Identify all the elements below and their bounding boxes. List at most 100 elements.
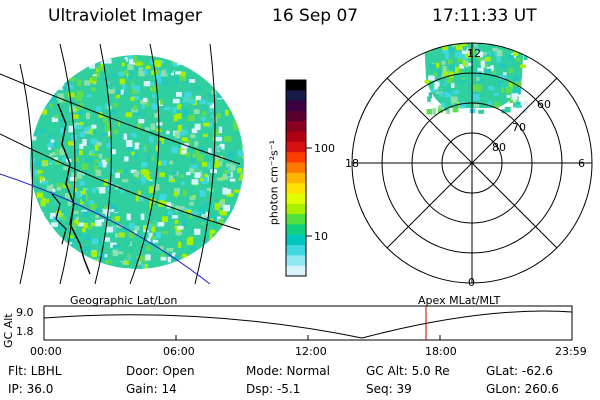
image-pixel bbox=[125, 240, 131, 246]
image-pixel bbox=[75, 95, 82, 102]
image-pixel bbox=[151, 203, 158, 210]
image-pixel bbox=[458, 70, 463, 75]
image-pixel bbox=[79, 131, 85, 138]
image-pixel bbox=[134, 153, 138, 159]
image-pixel bbox=[441, 102, 445, 108]
image-pixel bbox=[84, 75, 88, 82]
image-pixel bbox=[483, 52, 487, 56]
image-pixel bbox=[498, 63, 506, 68]
image-pixel bbox=[239, 92, 244, 99]
image-pixel bbox=[66, 239, 70, 244]
instrument-title: Ultraviolet Imager bbox=[48, 6, 202, 26]
image-pixel bbox=[515, 57, 521, 62]
image-pixel bbox=[203, 122, 210, 127]
image-pixel bbox=[171, 171, 177, 175]
image-pixel bbox=[243, 223, 244, 227]
image-pixel bbox=[437, 106, 443, 113]
image-pixel bbox=[121, 62, 125, 66]
image-pixel bbox=[149, 81, 155, 86]
image-pixel bbox=[492, 70, 497, 74]
image-pixel bbox=[189, 167, 195, 174]
image-pixel bbox=[439, 92, 444, 97]
altitude-ytick-low: 1.8 bbox=[16, 325, 34, 338]
image-pixel bbox=[116, 224, 123, 228]
mlt-label-18: 18 bbox=[345, 157, 359, 170]
image-pixel bbox=[83, 234, 91, 240]
image-pixel bbox=[523, 100, 529, 107]
image-pixel bbox=[51, 222, 58, 227]
colorbar-swatch bbox=[286, 214, 306, 226]
image-pixel bbox=[36, 236, 41, 243]
image-pixel bbox=[67, 199, 72, 206]
image-pixel bbox=[240, 71, 244, 77]
image-pixel bbox=[179, 74, 187, 82]
image-pixel bbox=[136, 249, 143, 255]
image-pixel bbox=[211, 246, 219, 253]
image-pixel bbox=[185, 151, 191, 157]
image-pixel bbox=[63, 206, 69, 213]
image-pixel bbox=[79, 180, 85, 186]
image-pixel bbox=[104, 58, 112, 64]
image-pixel bbox=[79, 102, 84, 110]
image-pixel bbox=[97, 55, 105, 59]
image-pixel bbox=[98, 112, 103, 118]
image-pixel bbox=[203, 127, 209, 131]
image-pixel bbox=[156, 122, 163, 126]
image-pixel bbox=[141, 179, 146, 184]
image-pixel bbox=[503, 72, 507, 78]
image-pixel bbox=[473, 103, 480, 108]
image-pixel bbox=[69, 258, 75, 263]
image-pixel bbox=[477, 78, 483, 83]
image-pixel bbox=[490, 81, 495, 86]
image-pixel bbox=[138, 145, 144, 151]
image-pixel bbox=[216, 231, 222, 239]
image-pixel bbox=[98, 153, 103, 159]
image-pixel bbox=[125, 112, 133, 118]
image-pixel bbox=[41, 181, 48, 185]
image-pixel bbox=[109, 204, 115, 209]
image-pixel bbox=[242, 146, 244, 152]
image-pixel bbox=[69, 238, 75, 242]
image-pixel bbox=[117, 137, 122, 141]
image-pixel bbox=[219, 200, 226, 208]
image-pixel bbox=[164, 150, 168, 155]
image-pixel bbox=[186, 171, 191, 176]
image-pixel bbox=[459, 102, 466, 109]
image-pixel bbox=[87, 181, 91, 186]
image-pixel bbox=[172, 233, 178, 238]
image-pixel bbox=[67, 85, 74, 89]
image-pixel bbox=[209, 71, 213, 76]
image-pixel bbox=[56, 187, 62, 191]
colorbar-swatch bbox=[286, 203, 306, 215]
image-pixel bbox=[118, 71, 124, 76]
image-pixel bbox=[102, 208, 109, 214]
image-pixel bbox=[108, 234, 116, 239]
image-pixel bbox=[202, 111, 207, 116]
image-pixel bbox=[214, 203, 220, 211]
image-pixel bbox=[213, 163, 220, 168]
image-pixel bbox=[113, 103, 119, 107]
image-pixel bbox=[464, 97, 471, 101]
image-pixel bbox=[243, 57, 244, 61]
image-pixel bbox=[172, 107, 177, 114]
image-pixel bbox=[100, 59, 106, 64]
image-pixel bbox=[201, 257, 206, 264]
image-pixel bbox=[166, 111, 172, 116]
image-pixel bbox=[476, 51, 484, 58]
image-pixel bbox=[204, 244, 209, 248]
image-pixel bbox=[127, 183, 135, 188]
image-pixel bbox=[71, 172, 75, 179]
image-pixel bbox=[106, 267, 113, 269]
image-pixel bbox=[511, 93, 518, 100]
image-pixel bbox=[132, 84, 137, 90]
observation-time: 17:11:33 UT bbox=[432, 6, 537, 26]
image-pixel bbox=[91, 124, 97, 129]
image-pixel bbox=[486, 65, 494, 72]
image-pixel bbox=[36, 102, 44, 106]
image-pixel bbox=[113, 216, 120, 222]
image-pixel bbox=[104, 205, 108, 210]
image-pixel bbox=[124, 156, 129, 162]
image-pixel bbox=[126, 267, 130, 269]
image-pixel bbox=[222, 187, 228, 195]
image-pixel bbox=[204, 221, 212, 227]
